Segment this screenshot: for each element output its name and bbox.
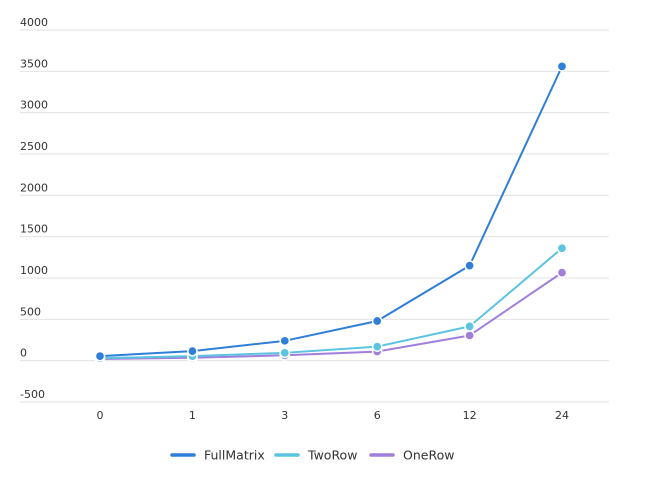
- x-axis-tick-labels: 0 1 3 6 12 24: [97, 409, 570, 422]
- data-point[interactable]: [556, 267, 568, 278]
- legend-label: TwoRow: [307, 448, 357, 463]
- data-point[interactable]: [556, 61, 568, 72]
- data-point[interactable]: [371, 315, 383, 327]
- y-tick-label: 3500: [20, 57, 48, 70]
- series-tworow: [94, 242, 568, 364]
- y-tick-label: 1500: [20, 223, 48, 236]
- y-axis-tick-labels: -500 0 500 1000 1500 2000 2500 3000 3500 4000: [20, 16, 48, 401]
- legend-label: OneRow: [403, 448, 454, 463]
- series-line: [99, 247, 563, 360]
- y-tick-label: 3000: [20, 99, 48, 112]
- y-tick-label: 2000: [20, 181, 48, 194]
- data-point[interactable]: [279, 347, 291, 359]
- data-point[interactable]: [187, 345, 198, 357]
- data-point[interactable]: [556, 242, 568, 254]
- x-tick-label: 12: [463, 409, 477, 422]
- x-tick-label: 24: [555, 409, 569, 422]
- series-line: [99, 65, 563, 358]
- gridlines: [20, 29, 609, 403]
- y-tick-label: 500: [20, 305, 41, 318]
- legend[interactable]: FullMatrix TwoRow OneRow: [170, 448, 454, 463]
- data-point[interactable]: [279, 335, 291, 347]
- legend-label: FullMatrix: [204, 448, 265, 463]
- legend-item-fullmatrix[interactable]: FullMatrix: [170, 448, 265, 463]
- data-point[interactable]: [464, 321, 475, 332]
- y-tick-label: 0: [20, 347, 27, 360]
- data-point[interactable]: [371, 341, 383, 352]
- data-point[interactable]: [464, 330, 475, 341]
- series-line: [99, 271, 563, 361]
- x-tick-label: 0: [97, 409, 104, 422]
- y-tick-label: 2500: [20, 140, 48, 153]
- y-tick-label: -500: [20, 388, 45, 401]
- series-fullmatrix: [94, 61, 568, 362]
- y-tick-label: 1000: [20, 264, 48, 277]
- series-lines: [94, 61, 568, 365]
- data-point[interactable]: [94, 350, 106, 362]
- legend-item-tworow[interactable]: TwoRow: [274, 448, 357, 463]
- legend-item-onerow[interactable]: OneRow: [369, 448, 454, 463]
- y-tick-label: 4000: [20, 16, 48, 29]
- x-tick-label: 1: [189, 409, 196, 422]
- x-tick-label: 6: [374, 409, 381, 422]
- x-tick-label: 3: [281, 409, 288, 422]
- data-point[interactable]: [464, 260, 475, 271]
